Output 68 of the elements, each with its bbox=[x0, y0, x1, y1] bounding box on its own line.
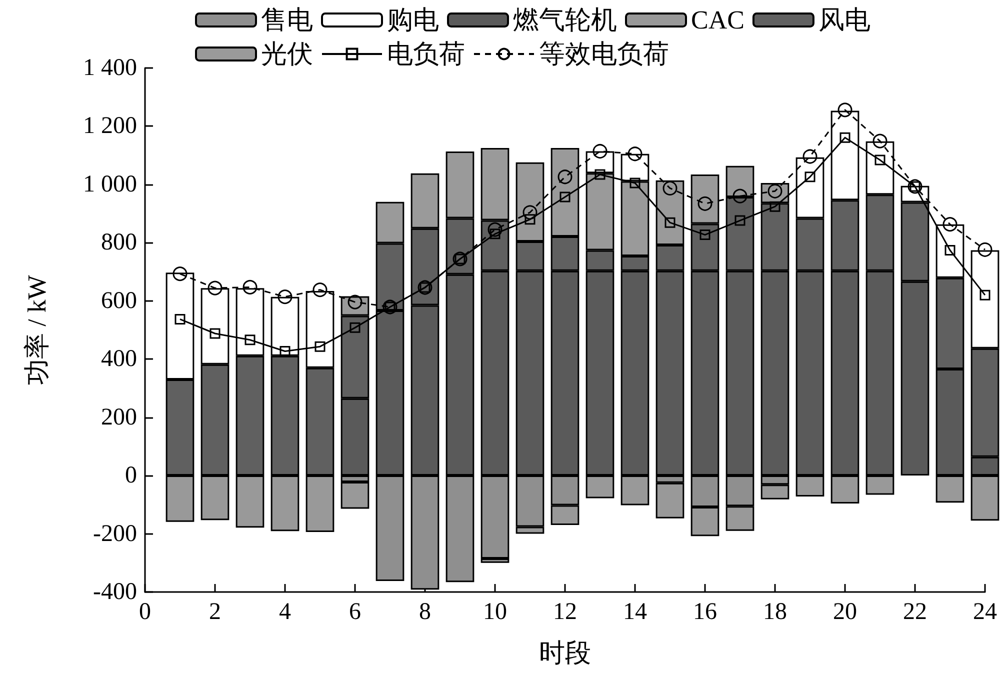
y-axis-title: 功率 / kW bbox=[22, 274, 52, 385]
point bbox=[872, 134, 888, 148]
point bbox=[244, 334, 256, 346]
legend-label: 电负荷 bbox=[387, 40, 465, 68]
y-tick-label: -200 bbox=[93, 520, 137, 547]
x-tick-label: 8 bbox=[419, 599, 431, 625]
point bbox=[208, 280, 222, 296]
point bbox=[350, 322, 360, 333]
x-axis-title: 时段 bbox=[539, 638, 591, 668]
legend-label: 燃气轮机 bbox=[513, 6, 617, 34]
y-tick-label: 1 200 bbox=[83, 113, 137, 140]
x-tick-label: 4 bbox=[279, 599, 291, 625]
point bbox=[978, 242, 992, 257]
y-tick-label: 400 bbox=[101, 346, 137, 372]
point bbox=[838, 102, 852, 118]
legend-label: CAC bbox=[691, 6, 744, 34]
y-tick-label: 1 400 bbox=[83, 55, 137, 81]
point bbox=[210, 328, 220, 339]
x-tick-label: 2 bbox=[209, 599, 221, 625]
x-tick-label: 6 bbox=[349, 599, 361, 625]
point bbox=[770, 201, 780, 212]
x-tick-label: 22 bbox=[903, 599, 927, 625]
point bbox=[524, 214, 536, 225]
y-tick-label: 0 bbox=[125, 462, 137, 489]
legend-label: 售电 bbox=[261, 6, 313, 34]
point bbox=[700, 230, 710, 240]
x-tick-label: 20 bbox=[833, 599, 857, 625]
legend-label: 风电 bbox=[818, 6, 870, 34]
y-tick-label: 200 bbox=[101, 404, 137, 430]
x-tick-label: 12 bbox=[553, 599, 577, 625]
point bbox=[802, 149, 818, 164]
point bbox=[628, 146, 642, 162]
y-tick-label: -400 bbox=[93, 579, 137, 605]
point bbox=[734, 215, 746, 226]
point bbox=[592, 144, 608, 159]
point bbox=[488, 222, 502, 237]
y-tick-label: 600 bbox=[101, 288, 137, 314]
point bbox=[280, 346, 290, 356]
point bbox=[942, 217, 958, 232]
y-tick-label: 800 bbox=[101, 230, 137, 256]
point bbox=[732, 188, 748, 204]
x-tick-label: 16 bbox=[693, 599, 717, 625]
point bbox=[242, 280, 258, 294]
x-tick-label: 18 bbox=[763, 599, 787, 625]
x-tick-label: 14 bbox=[623, 599, 647, 625]
point bbox=[662, 180, 678, 196]
point bbox=[312, 282, 328, 298]
legend-label: 购电 bbox=[387, 6, 439, 34]
x-tick-label: 24 bbox=[973, 599, 997, 625]
point bbox=[172, 266, 188, 282]
legend-label: 等效电负荷 bbox=[539, 40, 669, 68]
legend-label: 光伏 bbox=[261, 40, 313, 68]
point bbox=[594, 169, 606, 180]
point bbox=[314, 341, 326, 352]
x-tick-label: 10 bbox=[483, 599, 507, 625]
y-tick-label: 1 000 bbox=[83, 171, 137, 198]
point bbox=[522, 205, 538, 220]
point bbox=[630, 178, 640, 188]
point bbox=[874, 154, 886, 166]
point bbox=[980, 290, 990, 300]
point bbox=[840, 132, 850, 143]
point bbox=[944, 244, 956, 256]
point bbox=[558, 170, 572, 184]
point bbox=[664, 217, 676, 228]
point bbox=[560, 192, 570, 202]
point bbox=[174, 314, 186, 324]
point bbox=[804, 172, 816, 182]
point bbox=[278, 290, 292, 304]
